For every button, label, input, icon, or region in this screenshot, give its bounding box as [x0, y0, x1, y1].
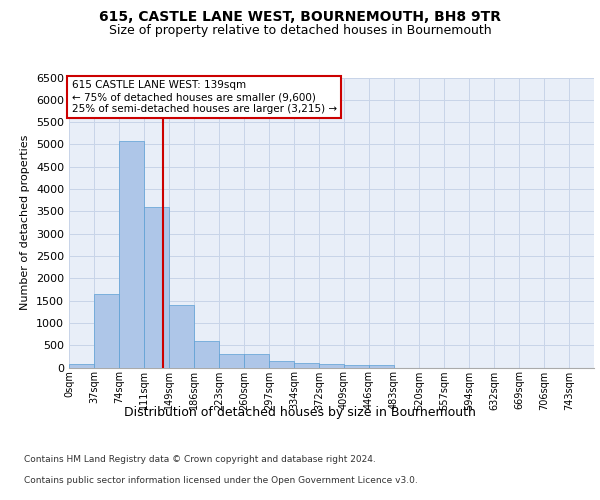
Bar	[319, 364, 344, 368]
Bar	[144, 207, 169, 368]
Bar	[344, 366, 369, 368]
Text: Distribution of detached houses by size in Bournemouth: Distribution of detached houses by size …	[124, 406, 476, 419]
Bar	[69, 364, 94, 368]
Bar	[119, 141, 144, 368]
Bar	[269, 361, 294, 368]
Y-axis label: Number of detached properties: Number of detached properties	[20, 135, 31, 310]
Text: 615 CASTLE LANE WEST: 139sqm
← 75% of detached houses are smaller (9,600)
25% of: 615 CASTLE LANE WEST: 139sqm ← 75% of de…	[71, 80, 337, 114]
Text: 615, CASTLE LANE WEST, BOURNEMOUTH, BH8 9TR: 615, CASTLE LANE WEST, BOURNEMOUTH, BH8 …	[99, 10, 501, 24]
Text: Size of property relative to detached houses in Bournemouth: Size of property relative to detached ho…	[109, 24, 491, 37]
Bar	[294, 363, 319, 368]
Bar	[194, 340, 219, 367]
Bar	[169, 305, 194, 368]
Text: Contains public sector information licensed under the Open Government Licence v3: Contains public sector information licen…	[24, 476, 418, 485]
Bar	[244, 354, 269, 368]
Bar	[94, 294, 119, 368]
Text: Contains HM Land Registry data © Crown copyright and database right 2024.: Contains HM Land Registry data © Crown c…	[24, 455, 376, 464]
Bar	[369, 366, 394, 368]
Bar	[219, 354, 244, 368]
